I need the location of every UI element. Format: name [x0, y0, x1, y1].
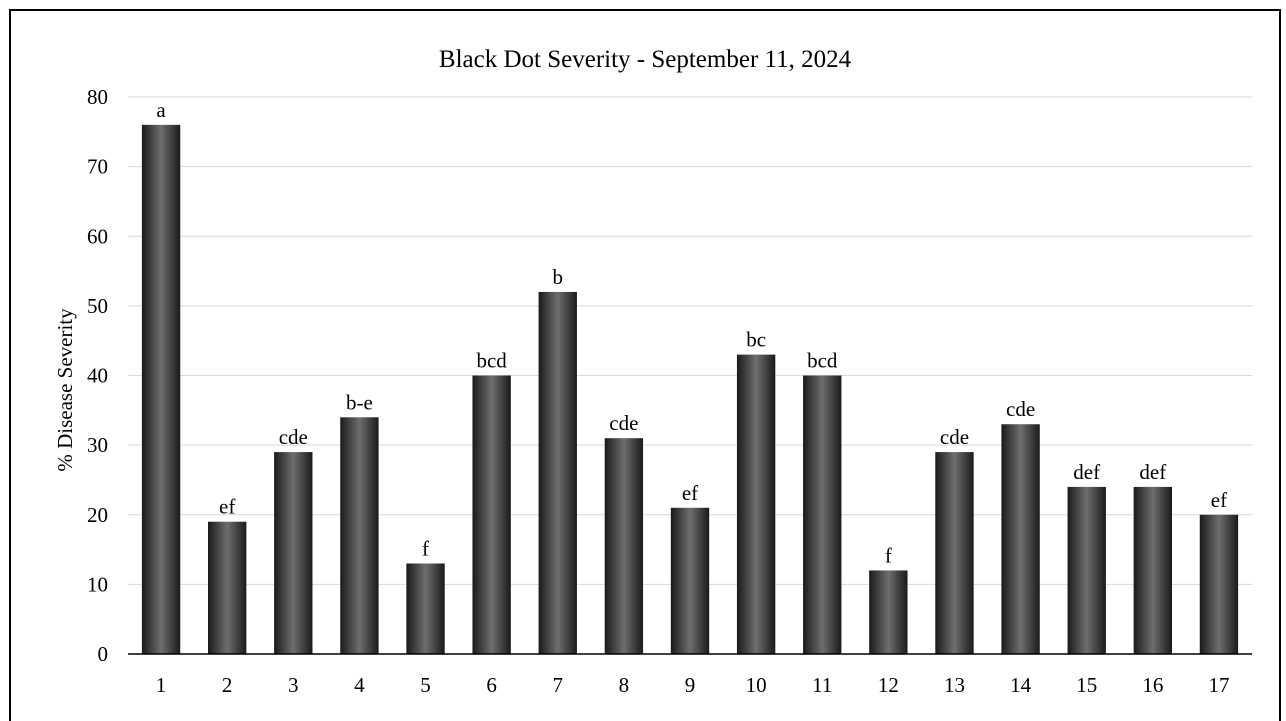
data-label: f: [422, 536, 429, 560]
x-tick-label: 1: [156, 673, 167, 697]
x-tick-label: 5: [420, 673, 431, 697]
y-tick-label: 20: [87, 503, 108, 527]
bar: [1133, 486, 1172, 654]
bar: [274, 452, 313, 654]
y-tick-label: 30: [87, 433, 108, 457]
x-tick-label: 10: [746, 673, 767, 697]
bar: [670, 507, 710, 654]
bar: [935, 452, 974, 654]
x-tick-label: 14: [1010, 673, 1032, 697]
y-tick-label: 50: [87, 294, 108, 318]
bar: [1001, 424, 1040, 654]
data-label: cde: [609, 411, 638, 435]
data-label: bcd: [476, 349, 507, 373]
x-tick-label: 2: [222, 673, 233, 697]
bars: [141, 124, 1239, 655]
bar: [538, 291, 577, 654]
bar: [141, 124, 181, 655]
bar: [604, 438, 644, 654]
data-label: cde: [279, 425, 308, 449]
x-tick-label: 11: [812, 673, 832, 697]
y-tick-label: 40: [87, 364, 108, 388]
bar: [340, 417, 379, 654]
bar: [208, 521, 247, 654]
x-tick-label: 9: [685, 673, 696, 697]
data-label: ef: [219, 495, 235, 519]
data-label: cde: [1006, 397, 1035, 421]
y-tick-label: 10: [87, 572, 108, 596]
y-tick-label: 0: [98, 642, 109, 666]
data-label: bcd: [807, 349, 838, 373]
data-label: ef: [682, 481, 698, 505]
data-label: b: [553, 265, 564, 289]
x-tick-label: 6: [486, 673, 497, 697]
bar: [1199, 514, 1239, 654]
y-axis-ticks: 0 10 20 30 40 50 60 70 80: [87, 85, 108, 666]
x-tick-label: 16: [1142, 673, 1163, 697]
bar: [803, 375, 842, 654]
data-label: f: [885, 543, 892, 567]
x-tick-label: 3: [288, 673, 299, 697]
data-label: ef: [1211, 488, 1227, 512]
bar: [1067, 486, 1106, 654]
y-axis-title: % Disease Severity: [53, 308, 77, 472]
data-label: b-e: [346, 390, 373, 414]
x-tick-label: 15: [1076, 673, 1097, 697]
x-tick-label: 12: [878, 673, 899, 697]
x-axis-ticks: 1 2 3 4 5 6 7 8 9 10 11 12 13 14 15 16 17: [156, 673, 1230, 697]
y-tick-label: 60: [87, 224, 108, 248]
x-tick-label: 4: [354, 673, 365, 697]
data-label: def: [1073, 460, 1100, 484]
x-tick-label: 17: [1208, 673, 1229, 697]
x-tick-label: 7: [553, 673, 564, 697]
data-label: def: [1139, 460, 1166, 484]
bar: [736, 354, 776, 654]
data-label: bc: [746, 328, 766, 352]
bar: [869, 570, 908, 654]
chart-title: Black Dot Severity - September 11, 2024: [439, 46, 852, 73]
y-tick-label: 80: [87, 85, 108, 109]
data-label: a: [156, 98, 166, 122]
data-labels: a ef cde b-e f bcd b cde ef bc bcd f cde cde def def ef: [156, 98, 1227, 568]
bar: [472, 375, 511, 654]
data-label: cde: [940, 425, 969, 449]
y-tick-label: 70: [87, 155, 108, 179]
bar: [406, 563, 445, 654]
x-tick-label: 13: [944, 673, 965, 697]
x-tick-label: 8: [619, 673, 630, 697]
